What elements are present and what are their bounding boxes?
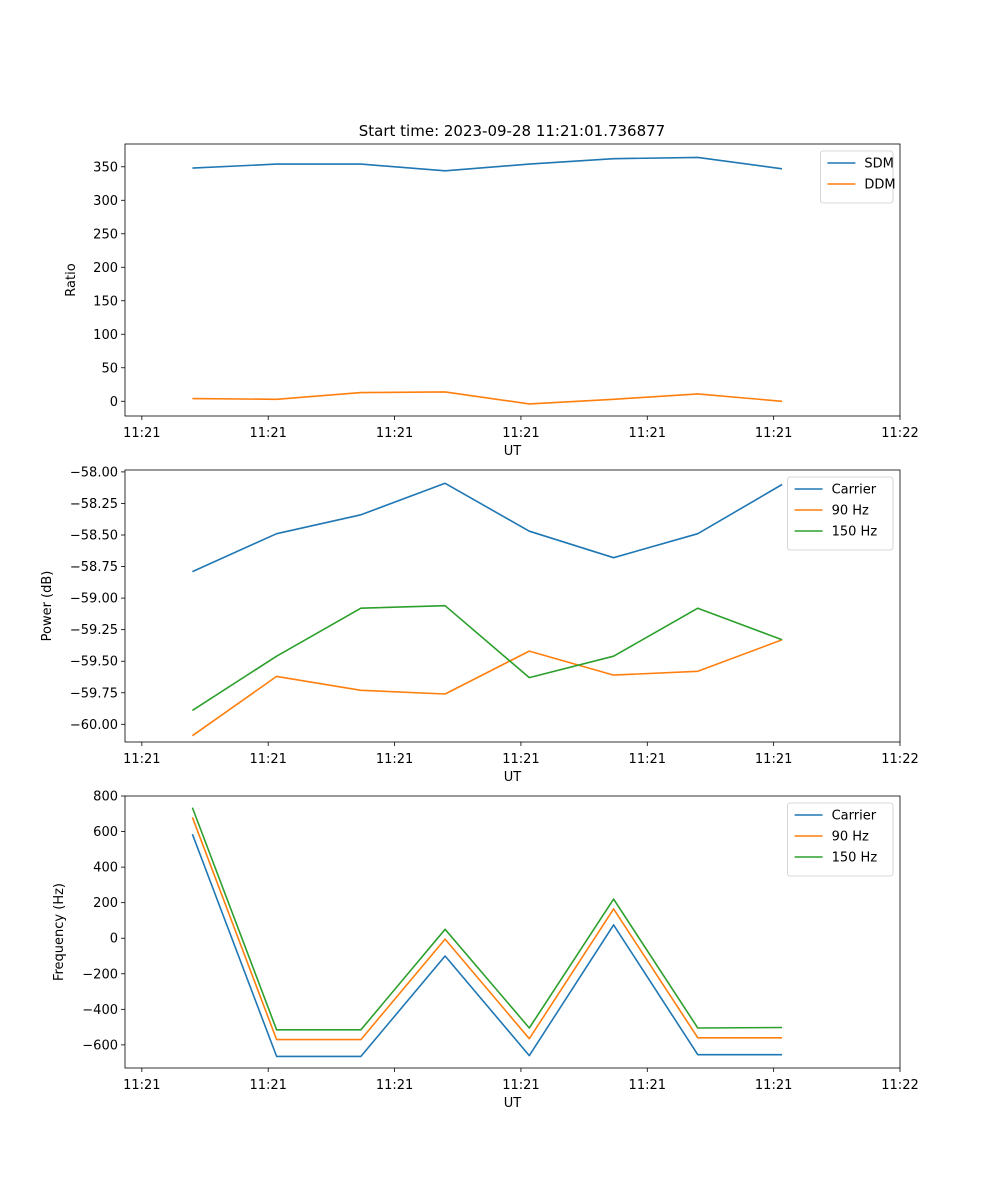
x-tick-label: 11:21	[123, 752, 160, 767]
x-tick-label: 11:22	[881, 752, 918, 767]
x-tick-label: 11:21	[249, 1078, 286, 1093]
y-tick-label: −60.00	[70, 718, 118, 733]
y-tick-label: −59.50	[70, 655, 118, 670]
legend-label: DDM	[864, 178, 895, 193]
series-line-sdm	[192, 156, 783, 172]
x-axis-label: UT	[504, 1096, 522, 1111]
x-tick-label: 11:22	[881, 1078, 918, 1093]
x-tick-label: 11:22	[881, 426, 918, 441]
y-tick-label: 350	[93, 160, 118, 175]
y-axis-label: Power (dB)	[40, 571, 55, 642]
power-panel: 11:21 11:21 11:21 11:21 11:21 11:21 11:22 −60.0…	[40, 465, 919, 785]
legend-box	[820, 150, 894, 204]
x-tick-label: 11:21	[502, 426, 539, 441]
ratio-panel: 11:21 11:21 11:21 11:21 11:21 11:21 11:22 0 50 10…	[64, 143, 919, 459]
x-tick-label: 11:21	[629, 752, 666, 767]
series-line-carrier	[192, 482, 783, 573]
y-tick-label: −58.75	[70, 560, 118, 575]
x-tick-label: 11:21	[629, 1078, 666, 1093]
y-tick-label: 200	[93, 896, 118, 911]
y-tick-label: 250	[93, 227, 118, 242]
x-tick-label: 11:21	[123, 1078, 160, 1093]
y-tick-label: 600	[93, 825, 118, 840]
y-tick-label: 150	[93, 294, 118, 309]
x-tick-label: 11:21	[249, 426, 286, 441]
x-tick-label: 11:21	[755, 1078, 792, 1093]
x-axis-label: UT	[504, 444, 522, 459]
series-line-90-hz	[191, 817, 783, 1041]
x-axis-label: UT	[504, 770, 522, 785]
y-tick-label: 0	[110, 395, 118, 410]
y-axis-label: Ratio	[64, 263, 79, 296]
y-tick-label: 100	[93, 328, 118, 343]
y-tick-label: 0	[110, 932, 118, 947]
x-tick-label: 11:21	[755, 426, 792, 441]
y-tick-label: −200	[82, 967, 118, 982]
plot-frame	[124, 469, 901, 743]
y-tick-label: −600	[82, 1038, 118, 1053]
y-axis-label: Frequency (Hz)	[52, 883, 67, 981]
x-tick-label: 11:21	[376, 752, 413, 767]
legend-label: 90 Hz	[832, 504, 869, 519]
series-line-90-hz	[191, 639, 783, 737]
series-line-150-hz	[191, 807, 783, 1031]
legend-label: Carrier	[832, 483, 877, 498]
plot-frame	[124, 795, 901, 1069]
y-tick-label: −400	[82, 1003, 118, 1018]
legend-label: SDM	[864, 157, 893, 172]
y-tick-label: 800	[93, 790, 118, 805]
legend-label: 150 Hz	[832, 525, 878, 540]
series-line-ddm	[192, 391, 783, 405]
x-tick-label: 11:21	[755, 752, 792, 767]
x-tick-label: 11:21	[376, 426, 413, 441]
y-tick-label: −58.25	[70, 497, 118, 512]
series-line-150-hz	[191, 604, 783, 712]
y-tick-label: −59.25	[70, 623, 118, 638]
legend-label: 150 Hz	[832, 851, 878, 866]
x-tick-label: 11:21	[502, 752, 539, 767]
y-tick-label: −58.50	[70, 529, 118, 544]
y-tick-label: 50	[101, 361, 118, 376]
legend-label: Carrier	[832, 809, 877, 824]
y-tick-label: 200	[93, 261, 118, 276]
y-tick-label: −59.00	[70, 592, 118, 607]
x-tick-label: 11:21	[376, 1078, 413, 1093]
y-tick-label: −59.75	[70, 686, 118, 701]
figure-title: Start time: 2023-09-28 11:21:01.736877	[359, 122, 665, 140]
x-tick-label: 11:21	[123, 426, 160, 441]
legend-label: 90 Hz	[832, 830, 869, 845]
legend: Carrier 90 Hz 150 Hz	[787, 802, 894, 877]
legend: SDM DDM	[820, 150, 896, 204]
x-tick-label: 11:21	[629, 426, 666, 441]
series-line-carrier	[191, 833, 783, 1058]
x-tick-label: 11:21	[249, 752, 286, 767]
x-tick-label: 11:21	[502, 1078, 539, 1093]
plot-frame	[124, 143, 901, 417]
y-tick-label: 300	[93, 194, 118, 209]
frequency-panel: 11:21 11:21 11:21 11:21 11:21 11:21 11:22 −600 −…	[52, 790, 919, 1112]
legend: Carrier 90 Hz 150 Hz	[787, 476, 894, 551]
y-tick-label: −58.00	[70, 465, 118, 480]
y-tick-label: 400	[93, 861, 118, 876]
